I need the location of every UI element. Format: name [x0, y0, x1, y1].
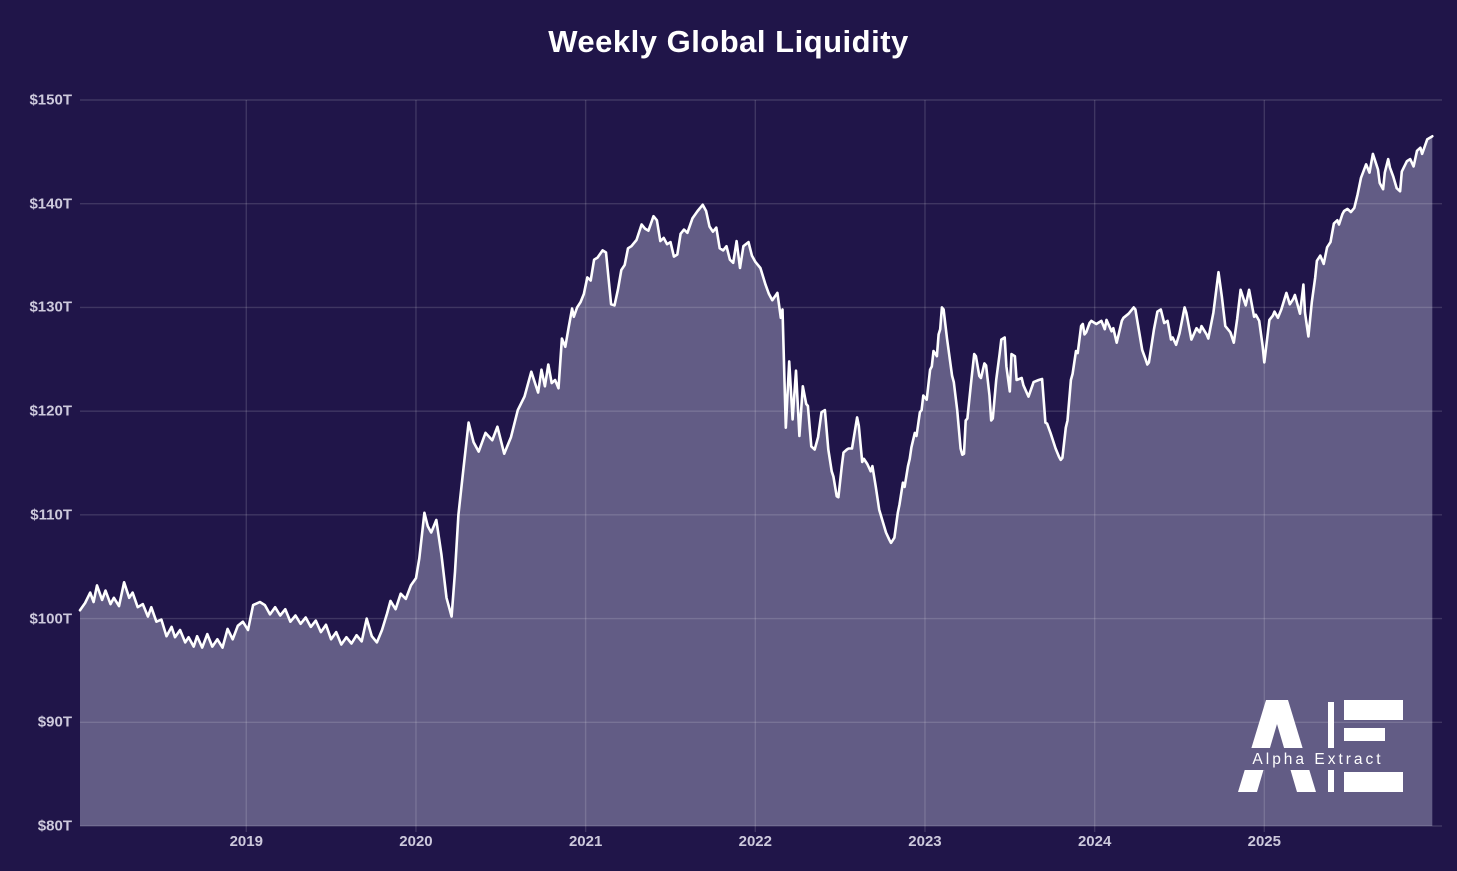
y-axis-tick-label: $80T	[37, 817, 72, 835]
logo-letter-e	[1344, 700, 1403, 792]
x-axis-tick-label: 2025	[1247, 833, 1281, 850]
logo-text-band	[1228, 748, 1408, 770]
logo-letter-a	[1238, 700, 1316, 792]
x-axis-tick-label: 2024	[1077, 833, 1112, 850]
x-axis-tick-label: 2020	[399, 833, 433, 850]
x-axis-tick-label: 2019	[229, 833, 263, 850]
liquidity-line	[78, 135, 1434, 649]
y-axis-tick-label: $90T	[37, 713, 72, 731]
chart-title: Weekly Global Liquidity	[548, 24, 909, 59]
series-area-fill	[80, 136, 1433, 827]
logo-wordmark: Alpha Extract	[1252, 751, 1383, 768]
y-axis-tick-label: $140T	[29, 195, 72, 213]
y-axis-tick-label: $120T	[29, 402, 72, 420]
y-axis-tick-label: $110T	[30, 506, 72, 524]
alpha-extract-logo: Alpha Extract	[1228, 700, 1408, 792]
x-axis-tick-label: 2023	[908, 833, 942, 850]
x-axis-tick-label: 2021	[568, 833, 603, 850]
y-axis-tick-label: $100T	[29, 610, 72, 628]
y-axis-tick-label: $130T	[29, 298, 72, 316]
x-axis-tick-label: 2022	[738, 833, 772, 850]
y-axis-tick-label: $150T	[29, 91, 72, 109]
logo-divider-bar	[1328, 702, 1334, 792]
